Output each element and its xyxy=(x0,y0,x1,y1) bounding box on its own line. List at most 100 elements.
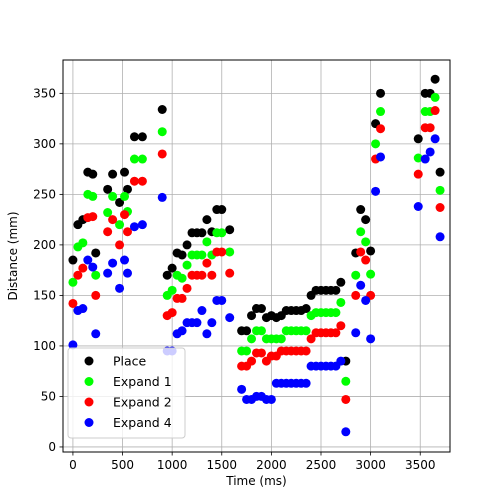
data-point xyxy=(217,228,227,238)
data-point xyxy=(430,134,440,144)
data-point xyxy=(129,132,139,142)
data-point xyxy=(413,134,423,144)
data-point xyxy=(430,74,440,84)
x-tick-label: 2500 xyxy=(306,458,337,472)
data-point xyxy=(108,169,118,179)
data-point xyxy=(167,285,177,295)
data-point xyxy=(435,185,445,195)
data-point xyxy=(217,205,227,215)
data-point xyxy=(430,92,440,102)
data-point xyxy=(356,227,366,237)
data-point xyxy=(356,280,366,290)
data-point xyxy=(162,270,172,280)
data-point xyxy=(88,212,98,222)
data-point xyxy=(123,268,132,278)
y-tick-label: 150 xyxy=(33,289,56,303)
data-point xyxy=(376,124,386,134)
data-point xyxy=(120,167,130,177)
data-point xyxy=(217,247,227,257)
data-point xyxy=(182,283,192,293)
data-point xyxy=(88,191,98,201)
data-point xyxy=(256,348,266,358)
data-point xyxy=(120,255,130,265)
data-point xyxy=(115,240,125,250)
data-point xyxy=(256,326,266,336)
data-point xyxy=(137,154,147,164)
plot-frame xyxy=(62,59,451,453)
legend-label: Expand 4 xyxy=(113,415,172,430)
grid xyxy=(63,60,450,452)
data-point xyxy=(177,293,187,303)
data-point xyxy=(137,176,147,186)
data-point xyxy=(120,191,130,201)
data-point xyxy=(207,270,217,280)
data-point xyxy=(425,147,435,157)
data-point xyxy=(361,295,371,305)
data-point xyxy=(103,227,113,237)
data-point xyxy=(247,356,257,366)
data-point xyxy=(123,184,132,194)
data-point xyxy=(207,318,217,328)
data-point xyxy=(177,326,187,336)
data-point xyxy=(361,237,371,247)
data-point xyxy=(225,225,235,235)
data-point xyxy=(331,308,341,318)
data-point xyxy=(336,356,346,366)
data-point xyxy=(242,346,252,356)
data-point xyxy=(366,269,376,279)
data-point xyxy=(306,334,316,344)
data-point xyxy=(413,153,423,163)
data-point xyxy=(68,340,78,350)
data-point xyxy=(301,326,311,336)
y-tick-label: 350 xyxy=(33,87,56,101)
data-point xyxy=(68,298,78,308)
legend-label: Place xyxy=(113,354,147,369)
data-point xyxy=(225,247,235,257)
data-point xyxy=(331,285,341,295)
data-point xyxy=(91,248,101,258)
legend-marker xyxy=(84,418,94,427)
data-point xyxy=(247,311,257,321)
legend-marker xyxy=(84,356,94,366)
data-point xyxy=(78,238,88,248)
x-tick-label: 1500 xyxy=(206,458,237,472)
data-point xyxy=(376,107,386,117)
data-point xyxy=(91,270,101,280)
x-tick-label: 3000 xyxy=(355,458,386,472)
data-point xyxy=(242,326,252,336)
data-point xyxy=(137,220,147,230)
data-point xyxy=(129,176,139,186)
data-point xyxy=(331,328,341,338)
data-point xyxy=(78,263,88,273)
data-point xyxy=(108,191,118,201)
data-point xyxy=(103,184,113,194)
x-tick-label: 500 xyxy=(111,458,134,472)
data-point xyxy=(376,88,386,98)
data-point xyxy=(420,154,430,164)
data-point xyxy=(430,106,440,116)
data-point xyxy=(202,329,212,339)
legend-box xyxy=(67,347,186,439)
legend: Place Expand 1 Expand 2 Expand 4 xyxy=(67,347,186,439)
data-point xyxy=(376,152,386,162)
x-tick-label: 1000 xyxy=(157,458,188,472)
data-point xyxy=(91,290,101,300)
data-point xyxy=(371,139,381,149)
data-point xyxy=(413,201,423,211)
data-point xyxy=(336,277,346,287)
x-tick-label: 2000 xyxy=(256,458,287,472)
data-point xyxy=(120,210,130,220)
data-point xyxy=(88,169,98,179)
data-point xyxy=(247,334,257,344)
data-point xyxy=(341,394,351,404)
data-point xyxy=(167,263,177,273)
data-point xyxy=(157,192,167,202)
series-place xyxy=(68,74,445,366)
y-axis-label: Distance (mm) xyxy=(6,211,20,300)
data-point xyxy=(301,346,311,356)
data-point xyxy=(351,290,361,300)
data-point xyxy=(123,227,132,237)
data-point xyxy=(276,334,286,344)
y-tick-label: 300 xyxy=(33,137,56,151)
series-expand-1 xyxy=(68,92,445,386)
